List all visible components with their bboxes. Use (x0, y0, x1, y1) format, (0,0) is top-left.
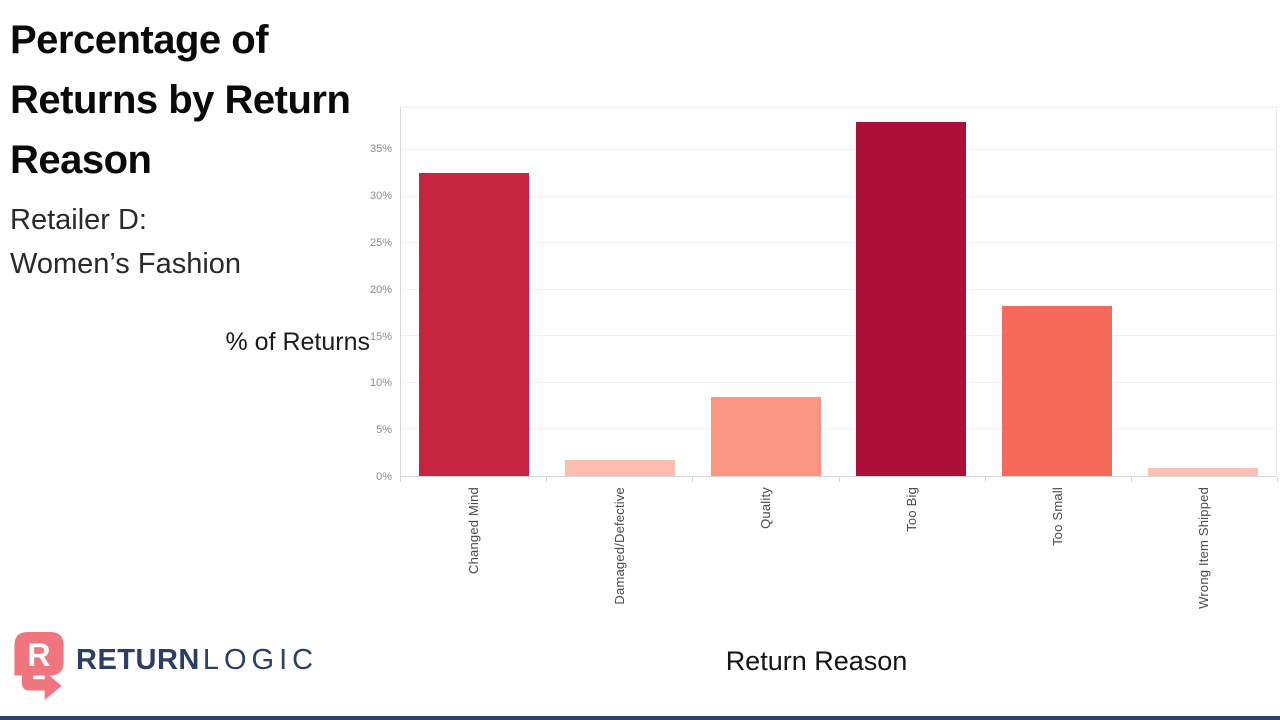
gridline-5 (401, 428, 1276, 430)
bar-series (401, 108, 1276, 476)
y-tick-label-0: 0% (376, 471, 392, 483)
x-label-too-big: Too Big (904, 487, 920, 532)
page-title-line-1: Percentage of (10, 18, 269, 62)
returnlogic-logo: R RETURN LOGIC (12, 632, 318, 700)
page-subtitle: Retailer D: Women’s Fashion (10, 198, 400, 286)
y-tick-labels: 0% 5% 10% 15% 20% 25% 30% 35% (328, 107, 392, 483)
bar-damaged-defective (564, 460, 675, 476)
y-tick-label-10: 10% (369, 377, 392, 390)
svg-text:R: R (27, 637, 50, 673)
y-tick-label-15: 15% (369, 330, 392, 343)
bar-too-big (856, 121, 967, 476)
x-label-too-small: Too Small (1050, 487, 1066, 546)
x-label-damaged-defective: Damaged/Defective (611, 487, 627, 605)
page-title-line-2: Returns by Return (10, 78, 351, 122)
gridline-25 (401, 242, 1276, 244)
bar-band-changed-mind (401, 108, 547, 476)
page-subtitle-line-1: Retailer D: (10, 204, 147, 236)
bar-band-too-small (984, 108, 1130, 476)
x-tick-mark-5 (1130, 477, 1132, 482)
x-label-changed-mind: Changed Mind (465, 487, 481, 574)
x-label-cell-too-big: Too Big (839, 487, 985, 627)
y-tick-label-25: 25% (369, 236, 392, 249)
bar-too-small (1002, 306, 1113, 476)
bar-band-too-big (838, 108, 984, 476)
x-label-cell-too-small: Too Small (985, 487, 1131, 627)
x-tick-mark-6 (1277, 477, 1278, 482)
x-tick-mark-1 (546, 477, 548, 482)
bar-band-damaged-defective (547, 108, 693, 476)
bar-changed-mind (418, 173, 529, 476)
footer-accent-bar (0, 716, 1280, 720)
x-label-wrong-item-shipped: Wrong Item Shipped (1196, 487, 1212, 609)
x-tick-labels: Changed Mind Damaged/Defective Quality Too … (400, 487, 1277, 627)
y-tick-label-20: 20% (369, 283, 392, 296)
x-axis-title: Return Reason (725, 646, 908, 676)
x-label-cell-wrong-item-shipped: Wrong Item Shipped (1131, 487, 1277, 627)
bar-wrong-item-shipped (1148, 467, 1259, 476)
brand-text-logic: LOGIC (202, 644, 319, 676)
page-title: Percentage of Returns by Return Reason (10, 10, 400, 190)
gridline-30 (401, 195, 1276, 197)
x-tick-marks (400, 477, 1278, 483)
plot-area (400, 107, 1277, 477)
x-tick-mark-0 (400, 477, 401, 482)
gridlines (401, 108, 1276, 476)
x-tick-mark-4 (984, 477, 986, 482)
gridline-10 (401, 381, 1276, 383)
x-label-cell-quality: Quality (692, 487, 838, 627)
y-tick-label-30: 30% (369, 190, 392, 202)
gridline-20 (401, 288, 1276, 290)
y-tick-label-35: 35% (369, 143, 392, 156)
x-tick-mark-2 (692, 477, 694, 482)
bar-band-quality (693, 108, 839, 476)
brand-text-return: RETURN (76, 644, 200, 676)
page-title-line-3: Reason (10, 138, 152, 182)
page-subtitle-line-2: Women’s Fashion (10, 248, 242, 280)
gridline-35 (401, 148, 1276, 150)
x-label-cell-damaged-defective: Damaged/Defective (546, 487, 692, 627)
x-label-quality: Quality (757, 487, 773, 529)
y-tick-label-5: 5% (376, 424, 392, 437)
y-axis-title: % of Returns (225, 328, 370, 356)
bar-band-wrong-item-shipped (1130, 108, 1276, 476)
x-tick-mark-3 (838, 477, 840, 482)
bar-quality (710, 396, 821, 476)
gridline-15 (401, 335, 1276, 337)
x-label-cell-changed-mind: Changed Mind (400, 487, 546, 627)
returnlogic-wordmark: RETURN LOGIC (76, 644, 318, 677)
returnlogic-r-arrow-icon: R (14, 632, 64, 700)
